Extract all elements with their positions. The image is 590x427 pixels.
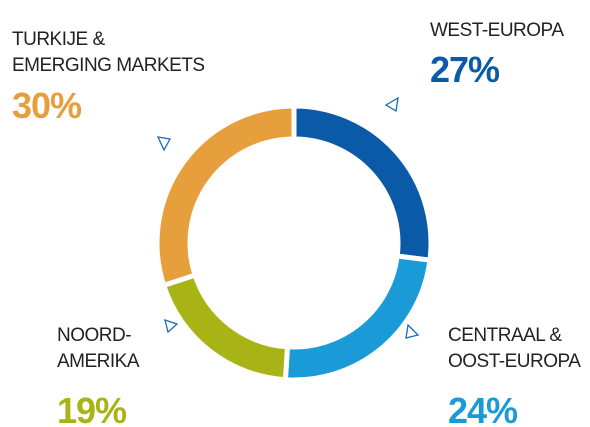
- arrow: [405, 323, 420, 339]
- category-label: WEST-EUROPA: [430, 20, 564, 41]
- value-label: 30%: [12, 85, 82, 126]
- value-label: 27%: [430, 49, 500, 90]
- donut-segment: [291, 103, 434, 263]
- category-label: TURKIJE & EMERGING MARKETS: [12, 29, 205, 76]
- value-label: 24%: [448, 390, 518, 427]
- donut-segment: [160, 271, 291, 383]
- donut-segment: [282, 253, 433, 383]
- donut-segment: [154, 103, 297, 289]
- category-label: CENTRAAL & OOST-EUROPA: [448, 325, 581, 372]
- arrow: [156, 136, 172, 152]
- decor-arrows: [156, 96, 420, 339]
- arrow: [384, 96, 399, 113]
- value-label: 19%: [57, 390, 127, 427]
- arrow: [164, 319, 179, 334]
- category-label: NOORD- AMERIKA: [57, 325, 140, 372]
